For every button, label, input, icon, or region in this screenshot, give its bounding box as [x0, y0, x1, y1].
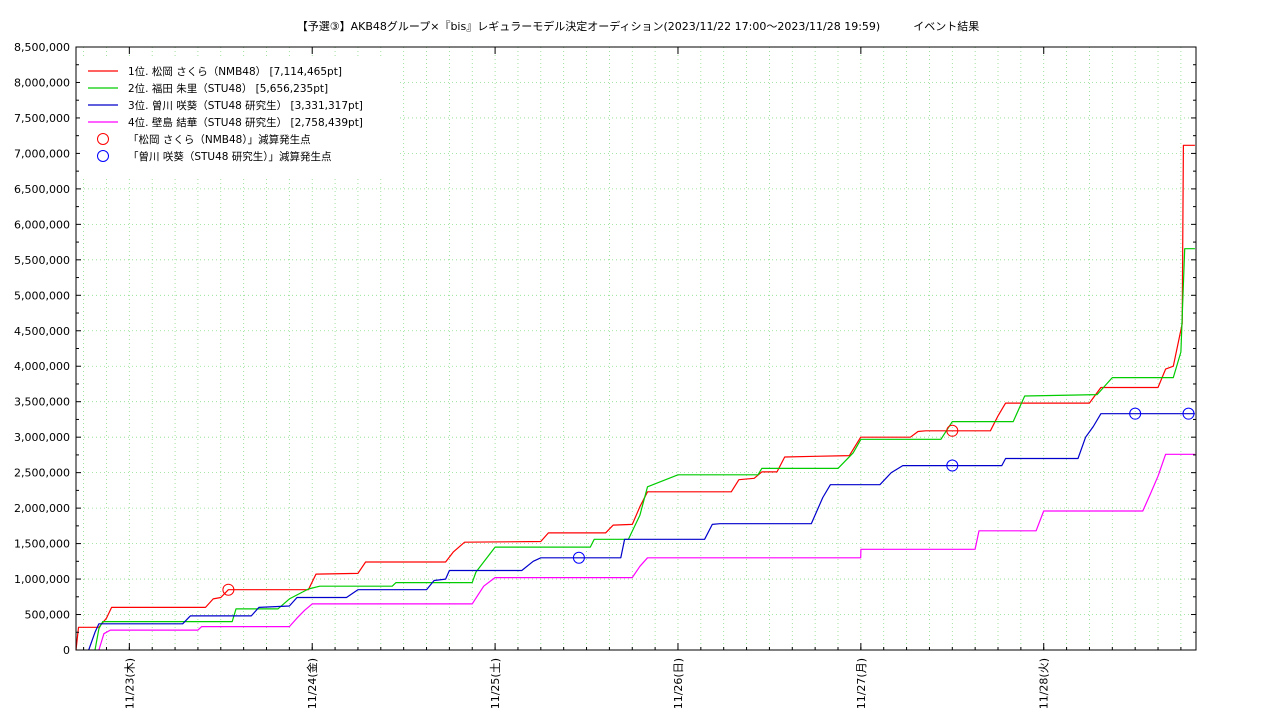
- legend: 1位. 松岡 さくら（NMB48） [7,114,465pt] 2位. 福田 朱里…: [80, 58, 400, 176]
- y-tick-label: 8,500,000: [14, 41, 70, 54]
- y-tick-label: 6,500,000: [14, 183, 70, 196]
- x-tick-label: 11/25(土): [489, 658, 502, 709]
- chart-title: 【予選③】AKB48グループ×『bis』レギュラーモデル決定オーディション(20…: [297, 19, 979, 33]
- legend-label: 3位. 曽川 咲葵（STU48 研究生） [3,331,317pt]: [128, 99, 363, 112]
- legend-marker: [97, 150, 109, 162]
- y-tick-label: 5,000,000: [14, 289, 70, 302]
- legend-label: 「松岡 さくら（NMB48）」減算発生点: [128, 133, 311, 146]
- y-tick-label: 1,000,000: [14, 573, 70, 586]
- series-line: [94, 248, 1195, 651]
- y-tick-label: 1,500,000: [14, 538, 70, 551]
- x-tick-label: 11/26(日): [672, 658, 685, 709]
- y-axis: 0 500,000 1,000,000 1,500,000 2,000,000 2,500…: [14, 41, 1196, 657]
- marker-point: [946, 459, 959, 472]
- marker-point: [572, 551, 585, 564]
- marker-point: [946, 424, 959, 437]
- y-tick-label: 2,000,000: [14, 502, 70, 515]
- y-tick-label: 6,000,000: [14, 218, 70, 231]
- legend-box: [80, 58, 400, 176]
- y-tick-label: 8,000,000: [14, 76, 70, 89]
- y-tick-label: 7,500,000: [14, 112, 70, 125]
- y-tick-label: 5,500,000: [14, 254, 70, 267]
- legend-label: 1位. 松岡 さくら（NMB48） [7,114,465pt]: [128, 65, 342, 78]
- x-tick-label: 11/28(火): [1038, 658, 1051, 709]
- x-axis: 11/23(木) 11/24(金) 11/25(土) 11/26(日) 11/27(月)…: [83, 47, 1182, 709]
- y-tick-label: 0: [63, 644, 70, 657]
- series-line: [88, 413, 1195, 651]
- legend-label: 2位. 福田 朱里（STU48） [5,656,235pt]: [128, 82, 328, 95]
- y-tick-label: 7,000,000: [14, 147, 70, 160]
- marker-point: [1129, 407, 1142, 420]
- legend-label: 「曽川 咲葵（STU48 研究生）」減算発生点: [128, 150, 332, 163]
- x-tick-label: 11/24(金): [305, 658, 319, 709]
- y-tick-label: 2,500,000: [14, 467, 70, 480]
- marker-point: [222, 583, 235, 596]
- series-line: [75, 144, 1195, 651]
- x-tick-label: 11/27(月): [855, 658, 868, 709]
- marker-point: [1182, 407, 1195, 420]
- y-tick-label: 3,500,000: [14, 396, 70, 409]
- y-tick-label: 4,500,000: [14, 325, 70, 338]
- series-line: [98, 453, 1195, 651]
- y-tick-label: 500,000: [25, 609, 71, 622]
- series-lines: [75, 144, 1195, 651]
- y-tick-label: 3,000,000: [14, 431, 70, 444]
- y-tick-label: 4,000,000: [14, 360, 70, 373]
- legend-marker: [97, 133, 109, 145]
- legend-label: 4位. 壁島 結華（STU48 研究生） [2,758,439pt]: [128, 116, 363, 129]
- subtraction-markers: [222, 407, 1195, 596]
- x-tick-label: 11/23(木): [123, 658, 136, 709]
